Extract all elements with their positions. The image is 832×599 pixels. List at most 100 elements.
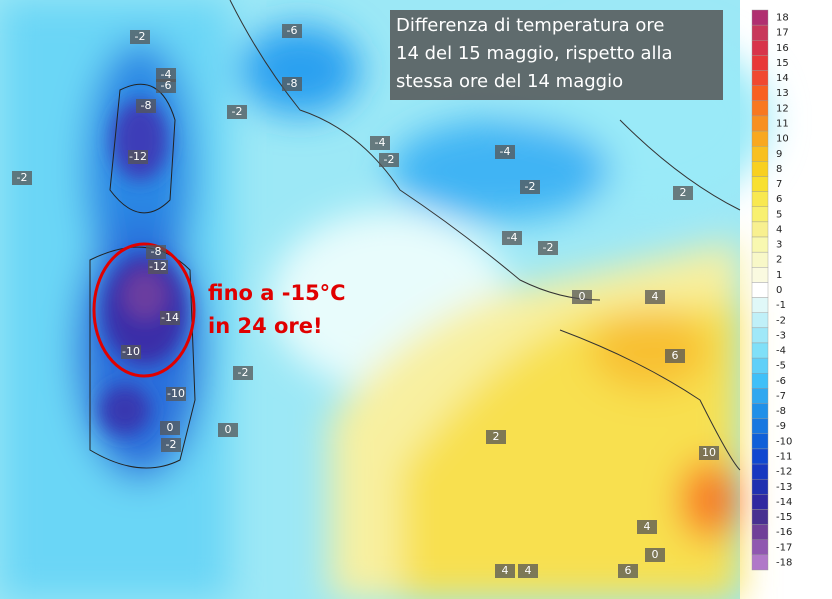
legend-label: 6	[776, 194, 782, 205]
contour-label: -6	[287, 24, 298, 37]
legend-swatch	[751, 40, 769, 56]
legend-label: 4	[776, 224, 782, 235]
contour-label-bg	[161, 438, 181, 452]
legend-label: -13	[776, 482, 792, 493]
legend-swatch	[751, 418, 769, 434]
contour-label-bg	[160, 311, 180, 325]
contour-label: -12	[149, 260, 167, 273]
legend-swatch	[751, 433, 769, 450]
legend-label: 18	[776, 13, 789, 24]
contour-label: -8	[151, 245, 162, 258]
legend-label: -17	[776, 542, 792, 553]
legend-swatch	[751, 312, 769, 329]
contour-label: 2	[493, 430, 500, 443]
legend-label: -2	[776, 315, 786, 326]
contour-label-bg	[645, 290, 665, 304]
contour-label: -2	[525, 180, 536, 193]
legend-label: -16	[776, 527, 792, 538]
legend-label: 17	[776, 28, 789, 39]
legend-label: -4	[776, 346, 786, 357]
contour-label: -10	[122, 345, 140, 358]
legend-swatch	[751, 191, 769, 207]
legend-label: -12	[776, 467, 792, 478]
contour-label: -4	[161, 68, 172, 81]
contour-label-bg	[673, 186, 693, 200]
contour-label: -2	[135, 30, 146, 43]
legend: 1817161514131211109876543210-1-2-3-4-5-6…	[751, 9, 792, 571]
legend-swatch	[751, 388, 769, 404]
legend-label: -18	[776, 557, 792, 568]
legend-label: -5	[776, 361, 786, 372]
contour-label-bg	[370, 136, 390, 150]
legend-swatch	[751, 524, 769, 540]
contour-label-bg	[12, 171, 32, 185]
contour-label-bg	[233, 366, 253, 380]
legend-swatch	[751, 478, 769, 495]
contour-label: -4	[507, 231, 518, 244]
contour-label: 4	[652, 290, 659, 303]
contour-label: 4	[502, 564, 509, 577]
legend-swatch	[751, 448, 769, 465]
legend-label: -8	[776, 406, 786, 417]
legend-swatch	[751, 206, 769, 223]
title-box: Differenza di temperatura ore 14 del 15 …	[390, 10, 723, 100]
legend-swatch	[751, 297, 769, 313]
legend-swatch	[751, 509, 769, 525]
legend-label: 1	[776, 270, 782, 281]
contour-label: 0	[225, 423, 232, 436]
legend-label: 16	[776, 43, 789, 54]
contour-label: 0	[652, 548, 659, 561]
contour-label-bg	[538, 241, 558, 255]
title-line: stessa ore del 14 maggio	[396, 71, 623, 92]
contour-label: -2	[232, 105, 243, 118]
highlight-ellipse	[92, 242, 196, 378]
contour-label-bg	[379, 153, 399, 167]
legend-swatch	[751, 539, 769, 556]
contour-label-bg	[502, 231, 522, 245]
legend-swatch	[751, 9, 769, 26]
contour-label: 2	[680, 186, 687, 199]
legend-swatch	[751, 236, 769, 253]
legend-swatch	[751, 55, 769, 71]
legend-label: 2	[776, 255, 782, 266]
legend-label: 15	[776, 58, 789, 69]
contour-label-bg	[218, 423, 238, 437]
contour-label: 0	[167, 421, 174, 434]
contour-label-bg	[637, 520, 657, 534]
contour-label-bg	[486, 430, 506, 444]
contour-label-bg	[618, 564, 638, 578]
legend-swatch	[751, 373, 769, 389]
annotation: fino a -15°C	[208, 281, 346, 305]
legend-swatch	[751, 463, 769, 480]
legend-swatch	[751, 342, 769, 359]
contour-label-bg	[495, 145, 515, 159]
contour-label-bg	[136, 99, 156, 113]
legend-label: -11	[776, 451, 792, 462]
contour-label-bg	[645, 548, 665, 562]
contour-label-bg	[148, 260, 168, 274]
legend-swatch	[751, 554, 769, 571]
contour-label-bg	[282, 24, 302, 38]
legend-label: 3	[776, 240, 782, 251]
legend-label: -7	[776, 391, 786, 402]
legend-swatch	[751, 146, 769, 162]
contour-label-bg	[156, 79, 176, 93]
contour-label-bg	[128, 150, 148, 164]
legend-label: 11	[776, 119, 789, 130]
legend-label: -6	[776, 376, 786, 387]
contour-label-bg	[146, 245, 166, 259]
contour-label: -4	[375, 136, 386, 149]
contour-label: 4	[644, 520, 651, 533]
legend-swatch	[751, 176, 769, 192]
contour-label-bg	[227, 105, 247, 119]
contour-label-bg	[160, 421, 180, 435]
legend-swatch	[751, 100, 769, 117]
contour-label-bg	[282, 77, 302, 91]
contour-label-bg	[495, 564, 515, 578]
legend-label: -10	[776, 436, 792, 447]
legend-label: -3	[776, 330, 786, 341]
contour-label: 10	[702, 446, 716, 459]
title-line: 14 del 15 maggio, rispetto alla	[396, 43, 673, 64]
contour-label: -6	[161, 79, 172, 92]
legend-swatch	[751, 282, 769, 298]
